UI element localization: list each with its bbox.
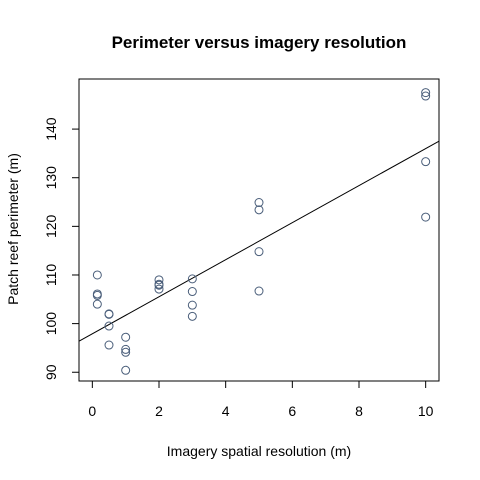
data-point (104, 321, 114, 331)
data-point (104, 309, 114, 319)
data-point (421, 91, 431, 101)
y-tick-label: 90 (43, 364, 59, 380)
points-layer (92, 88, 431, 375)
y-tick-label: 130 (43, 166, 59, 190)
data-point (121, 365, 131, 375)
x-axis-label: Imagery spatial resolution (m) (167, 443, 351, 459)
data-point (187, 311, 197, 321)
x-tick-label: 10 (418, 403, 434, 419)
y-tick-label: 100 (43, 312, 59, 336)
data-point (121, 344, 131, 354)
data-point (421, 88, 431, 98)
data-point (154, 284, 164, 294)
data-point (154, 275, 164, 285)
x-tick-label: 8 (355, 403, 363, 419)
y-axis: 90 100 110 120 130 140 (43, 117, 80, 380)
data-point (92, 299, 102, 309)
regression-line (78, 140, 440, 342)
data-point (187, 300, 197, 310)
data-point (254, 198, 264, 208)
data-point (187, 274, 197, 284)
data-point (121, 332, 131, 342)
chart-title: Perimeter versus imagery resolution (112, 33, 407, 52)
y-tick-label: 110 (43, 264, 59, 287)
data-point (154, 280, 164, 290)
data-point (104, 340, 114, 350)
data-point (187, 287, 197, 297)
data-point (421, 157, 431, 167)
x-axis: 0 2 4 6 8 10 (88, 380, 434, 419)
plot-frame (78, 78, 440, 382)
data-point (92, 270, 102, 280)
data-point (121, 347, 131, 357)
y-tick-label: 140 (43, 117, 59, 141)
x-tick-label: 4 (222, 403, 230, 419)
data-point (254, 286, 264, 296)
data-point (92, 290, 102, 300)
x-tick-label: 0 (88, 403, 96, 419)
y-tick-label: 120 (43, 214, 59, 238)
x-tick-label: 6 (288, 403, 296, 419)
fit-line-layer (78, 140, 440, 342)
x-tick-label: 2 (155, 403, 163, 419)
data-point (254, 205, 264, 215)
data-point (421, 212, 431, 222)
y-axis-label: Patch reef perimeter (m) (5, 153, 21, 305)
data-point (254, 247, 264, 257)
